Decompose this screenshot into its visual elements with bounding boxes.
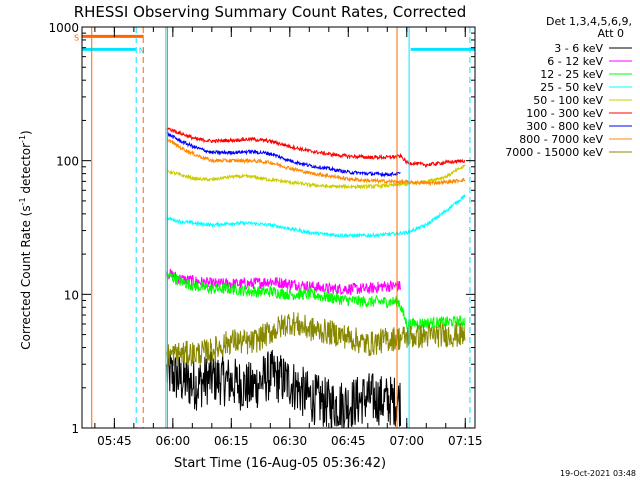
flag-label-s: S xyxy=(74,33,79,42)
series-line-100-300-kev xyxy=(166,127,466,168)
legend-label-300-800-kev: 300 - 800 keV xyxy=(526,120,603,133)
series-line-25-50-kev xyxy=(166,194,466,239)
y-tick-label: 100 xyxy=(56,155,79,169)
flag-label-n: N xyxy=(139,46,145,55)
x-tick-label: 05:45 xyxy=(97,434,132,448)
series-300-800-kev xyxy=(166,131,401,178)
legend-label-7000-15000-kev: 7000 - 15000 keV xyxy=(505,146,603,159)
timestamp: 19-Oct-2021 03:48 xyxy=(560,469,636,478)
y-tick-label: 1 xyxy=(71,422,79,436)
series-group xyxy=(166,127,466,428)
vertical-lines-group xyxy=(91,27,471,428)
y-axis-label-sup1: -1 xyxy=(18,197,27,205)
y-tick-label: 10 xyxy=(64,288,79,302)
series-line-7000-15000-kev xyxy=(166,312,466,367)
legend-label-12-25-kev: 12 - 25 keV xyxy=(540,68,603,81)
series-7000-15000-kev xyxy=(166,312,466,367)
y-axis-label: Corrected Count Rate (s-1 detector-1) xyxy=(18,130,33,349)
chart-title: RHESSI Observing Summary Count Rates, Co… xyxy=(74,3,467,21)
legend-label-25-50-kev: 25 - 50 keV xyxy=(540,81,603,94)
x-tick-label: 06:15 xyxy=(214,434,249,448)
legend-label-6-12-kev: 6 - 12 keV xyxy=(547,55,603,68)
series-800-7000-kev xyxy=(166,137,466,187)
x-tick-label: 06:00 xyxy=(156,434,191,448)
y-axis-label-part2: detector xyxy=(19,143,33,198)
x-axis-label: Start Time (16-Aug-05 05:36:42) xyxy=(174,456,386,471)
axes-group: 1 10 100 1000 05:45 06:00 06:15 06:30 06:45 07:00… xyxy=(48,21,482,448)
legend-header-line1: Det 1,3,4,5,6,9, xyxy=(546,15,632,28)
series-line-3-6-kev xyxy=(166,347,401,428)
legend-label-3-6-kev: 3 - 6 keV xyxy=(554,42,603,55)
series-line-800-7000-kev xyxy=(166,137,466,187)
legend-label-50-100-kev: 50 - 100 keV xyxy=(533,94,603,107)
y-axis-label-part1: Corrected Count Rate (s xyxy=(19,205,33,349)
series-line-300-800-kev xyxy=(166,131,401,178)
series-25-50-kev xyxy=(166,194,466,239)
plot-frame xyxy=(81,26,476,429)
series-100-300-kev xyxy=(166,127,466,168)
y-tick-label: 1000 xyxy=(48,21,79,35)
y-axis-label-sup2: -1 xyxy=(18,135,27,143)
legend-header-line2: Att 0 xyxy=(598,27,624,40)
y-axis-label-part3: ) xyxy=(19,130,33,135)
x-tick-label: 07:15 xyxy=(448,434,483,448)
x-tick-label: 07:00 xyxy=(389,434,424,448)
x-tick-label: 06:45 xyxy=(331,434,366,448)
flag-group: SN xyxy=(74,33,475,55)
series-3-6-kev xyxy=(166,347,401,428)
series-line-12-25-kev xyxy=(166,271,466,331)
x-tick-label: 06:30 xyxy=(273,434,308,448)
legend-label-800-7000-kev: 800 - 7000 keV xyxy=(519,133,603,146)
series-12-25-kev xyxy=(166,271,466,331)
legend-label-100-300-kev: 100 - 300 keV xyxy=(526,107,603,120)
